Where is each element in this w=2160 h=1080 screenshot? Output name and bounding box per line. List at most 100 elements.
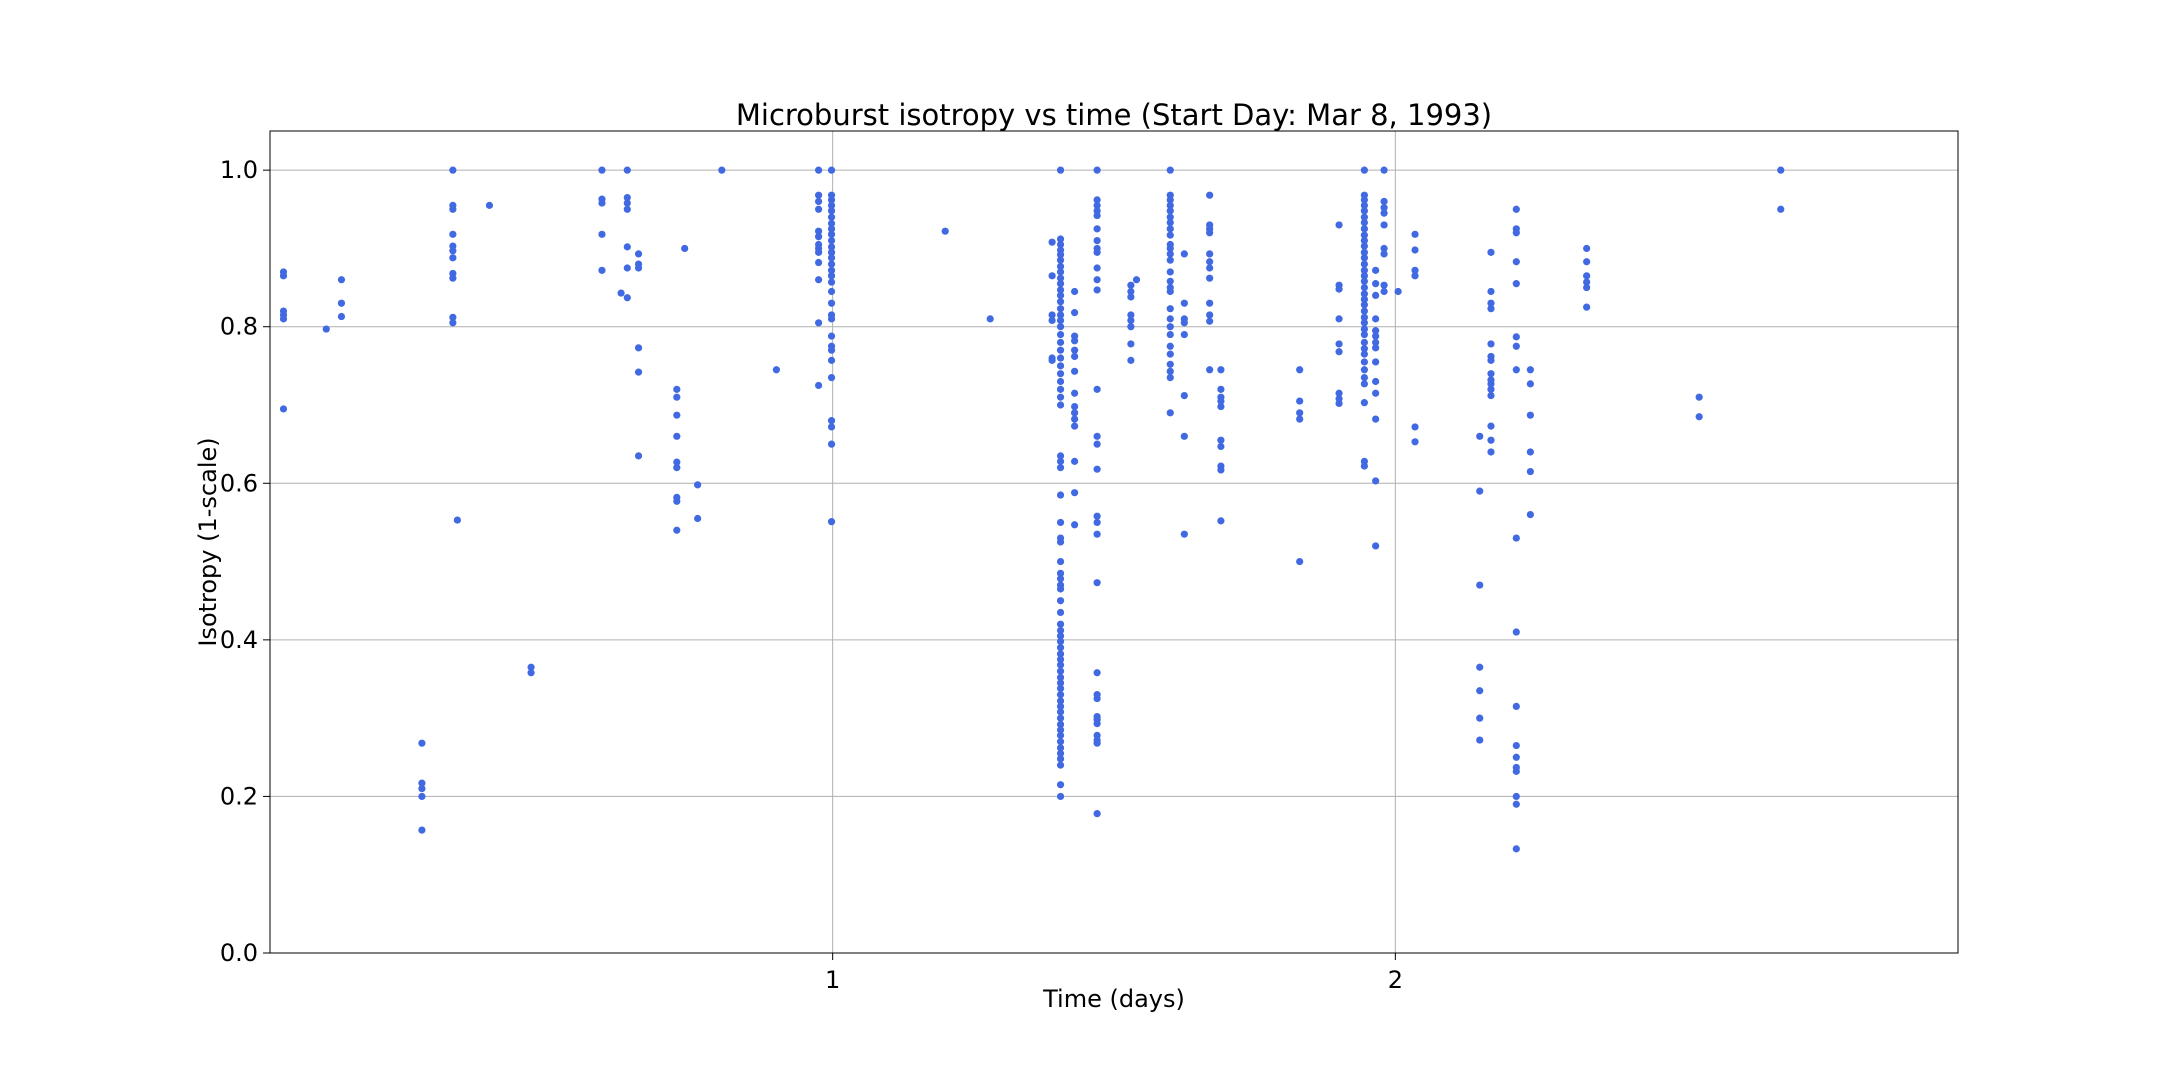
data-point (1487, 392, 1495, 400)
data-point (1056, 401, 1065, 409)
data-point (815, 205, 823, 213)
data-point (1206, 299, 1214, 307)
y-tick-label: 0.8 (220, 313, 258, 341)
data-point (1093, 211, 1101, 220)
data-point (1206, 191, 1214, 199)
data-point (1056, 457, 1065, 465)
data-point (598, 166, 606, 174)
data-point (1335, 340, 1343, 348)
data-point (1166, 213, 1174, 221)
data-point (1360, 374, 1368, 382)
data-point (337, 299, 346, 307)
data-point (1166, 277, 1174, 285)
data-point (718, 166, 726, 174)
data-point (1166, 196, 1174, 204)
data-point (815, 197, 823, 206)
data-point (1296, 557, 1304, 566)
data-point (1056, 731, 1065, 739)
data-point (1056, 518, 1065, 527)
data-point (827, 266, 836, 274)
data-point (1056, 585, 1065, 593)
data-point (1093, 518, 1101, 527)
data-point (1093, 166, 1101, 174)
data-point (1296, 397, 1304, 405)
data-point (1166, 323, 1174, 331)
data-point (1166, 256, 1174, 264)
data-point (634, 264, 643, 272)
data-point (1093, 276, 1101, 284)
data-point (815, 248, 823, 256)
data-point (1056, 557, 1065, 566)
data-point (1056, 338, 1065, 346)
data-point (1360, 277, 1368, 285)
data-point (1180, 392, 1188, 400)
data-point (1476, 663, 1484, 671)
data-point (1217, 397, 1225, 405)
data-point (1526, 366, 1534, 374)
data-point (1360, 319, 1368, 327)
data-point (1093, 385, 1101, 393)
data-point (1056, 702, 1065, 711)
data-point (1206, 258, 1214, 266)
data-point (1056, 720, 1065, 729)
data-point (1526, 411, 1534, 419)
data-point (1372, 344, 1380, 352)
data-point (1056, 650, 1065, 658)
y-tick-label: 0.4 (220, 626, 258, 654)
data-point (941, 227, 949, 235)
data-point (1093, 440, 1101, 448)
data-point (1093, 201, 1101, 209)
data-point (1180, 432, 1188, 440)
data-point (1360, 295, 1368, 303)
data-point (1093, 694, 1101, 703)
data-point (827, 346, 836, 354)
data-point (1372, 266, 1380, 274)
data-point (1056, 385, 1065, 393)
data-point (1056, 632, 1065, 640)
data-point (1512, 333, 1520, 341)
y-tick-label: 0.2 (220, 782, 258, 810)
data-point (1071, 521, 1079, 529)
data-point (815, 276, 823, 284)
data-point (1180, 530, 1188, 538)
data-point (1487, 370, 1495, 378)
data-point (673, 458, 681, 466)
data-point (1360, 166, 1368, 174)
data-point (827, 196, 836, 204)
data-point (1476, 714, 1484, 722)
data-point (1056, 240, 1065, 249)
data-point (1360, 301, 1368, 309)
data-point (1411, 272, 1419, 280)
axis-ticks: 0.0 0.2 0.4 0.6 0.8 1.0 1 2 (220, 156, 1403, 994)
data-point (1071, 402, 1079, 411)
data-point (827, 278, 836, 286)
data-point (1372, 291, 1380, 299)
data-point (634, 368, 643, 376)
x-axis-label: Time (days) (1042, 985, 1185, 1013)
data-point (1127, 340, 1135, 348)
data-point (827, 254, 836, 262)
data-point (1056, 608, 1065, 617)
data-point (1180, 330, 1188, 339)
data-point (1487, 436, 1495, 444)
data-point (1056, 291, 1065, 299)
data-point (1372, 415, 1380, 423)
data-point (827, 423, 836, 431)
data-point (1487, 356, 1495, 364)
data-point (1056, 661, 1065, 669)
data-point (1206, 250, 1214, 258)
data-point (827, 248, 836, 256)
data-point (1056, 491, 1065, 499)
data-point (1166, 367, 1174, 375)
data-point (617, 289, 625, 297)
data-point (1411, 230, 1419, 238)
data-point (1071, 309, 1079, 317)
data-point (1360, 380, 1368, 388)
data-point (1360, 345, 1368, 353)
data-point (1056, 761, 1065, 769)
data-point (485, 201, 494, 209)
data-point (1071, 367, 1079, 375)
data-point (1093, 237, 1101, 245)
data-point (827, 219, 836, 227)
data-point (1048, 356, 1056, 364)
